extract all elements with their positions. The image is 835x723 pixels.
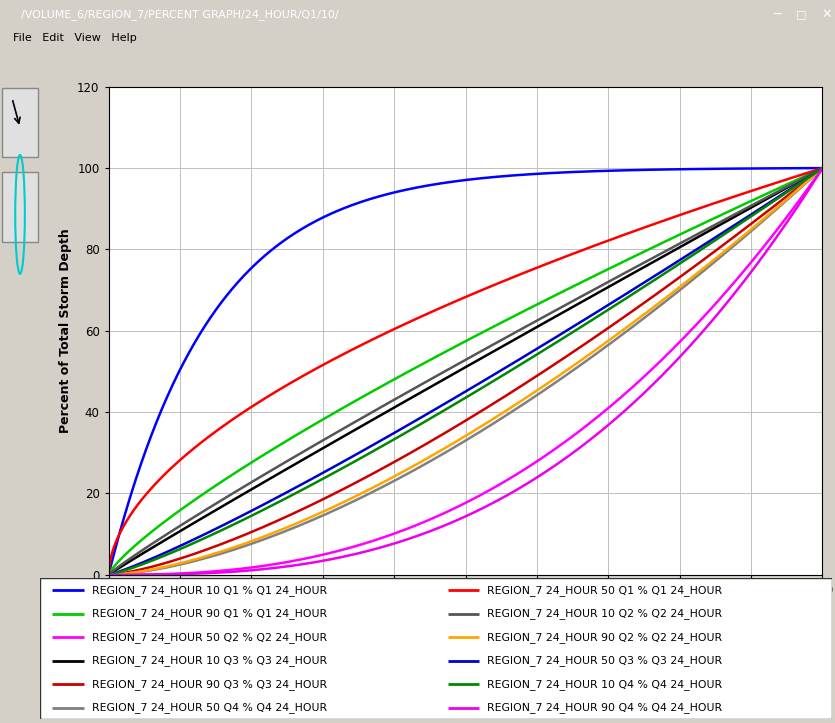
Text: /VOLUME_6/REGION_7/PERCENT GRAPH/24_HOUR/Q1/10/: /VOLUME_6/REGION_7/PERCENT GRAPH/24_HOUR… — [21, 9, 338, 20]
Text: REGION_7 24_HOUR 50 Q1 % Q1 24_HOUR: REGION_7 24_HOUR 50 Q1 % Q1 24_HOUR — [488, 585, 722, 596]
Text: ✕: ✕ — [822, 8, 832, 20]
Text: □: □ — [797, 9, 807, 19]
Text: REGION_7 24_HOUR 90 Q2 % Q2 24_HOUR: REGION_7 24_HOUR 90 Q2 % Q2 24_HOUR — [488, 632, 722, 643]
Text: REGION_7 24_HOUR 50 Q2 % Q2 24_HOUR: REGION_7 24_HOUR 50 Q2 % Q2 24_HOUR — [92, 632, 326, 643]
Y-axis label: Percent of Total Storm Depth: Percent of Total Storm Depth — [58, 228, 72, 433]
Text: REGION_7 24_HOUR 90 Q3 % Q3 24_HOUR: REGION_7 24_HOUR 90 Q3 % Q3 24_HOUR — [92, 679, 326, 690]
Text: File   Edit   View   Help: File Edit View Help — [13, 33, 136, 43]
Text: REGION_7 24_HOUR 10 Q4 % Q4 24_HOUR: REGION_7 24_HOUR 10 Q4 % Q4 24_HOUR — [488, 679, 722, 690]
Text: REGION_7 24_HOUR 10 Q2 % Q2 24_HOUR: REGION_7 24_HOUR 10 Q2 % Q2 24_HOUR — [488, 608, 722, 619]
Text: REGION_7 24_HOUR 50 Q3 % Q3 24_HOUR: REGION_7 24_HOUR 50 Q3 % Q3 24_HOUR — [488, 655, 722, 666]
Text: Percent of 24 Hour Duration: Percent of 24 Hour Duration — [466, 614, 673, 627]
Text: REGION_7 24_HOUR 10 Q1 % Q1 24_HOUR: REGION_7 24_HOUR 10 Q1 % Q1 24_HOUR — [92, 585, 326, 596]
Text: REGION_7 24_HOUR 90 Q1 % Q1 24_HOUR: REGION_7 24_HOUR 90 Q1 % Q1 24_HOUR — [92, 608, 326, 619]
FancyBboxPatch shape — [2, 172, 38, 241]
FancyBboxPatch shape — [2, 88, 38, 158]
Text: REGION_7 24_HOUR 50 Q4 % Q4 24_HOUR: REGION_7 24_HOUR 50 Q4 % Q4 24_HOUR — [92, 702, 326, 713]
Text: ─: ─ — [773, 8, 780, 20]
Text: % PERCENT GRAPH: % PERCENT GRAPH — [337, 614, 466, 627]
Text: REGION_7 24_HOUR 10 Q3 % Q3 24_HOUR: REGION_7 24_HOUR 10 Q3 % Q3 24_HOUR — [92, 655, 326, 666]
Text: REGION_7 24_HOUR 90 Q4 % Q4 24_HOUR: REGION_7 24_HOUR 90 Q4 % Q4 24_HOUR — [488, 702, 722, 713]
